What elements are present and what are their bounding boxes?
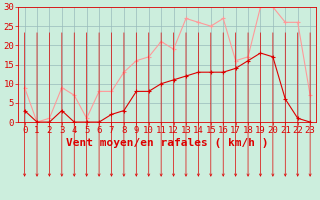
- X-axis label: Vent moyen/en rafales ( km/h ): Vent moyen/en rafales ( km/h ): [66, 138, 268, 148]
